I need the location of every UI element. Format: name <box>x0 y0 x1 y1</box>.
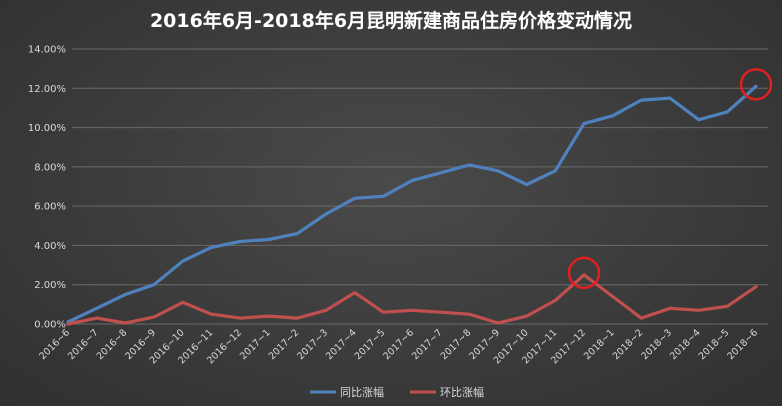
grid-lines <box>72 48 768 325</box>
x-tick-label: 2016~6 <box>37 327 72 362</box>
x-tick-label: 2018~4 <box>668 327 703 362</box>
highlight-circles <box>567 68 773 290</box>
y-tick-label: 6.00% <box>34 202 66 213</box>
x-tick-label: 2017~1 <box>238 327 273 362</box>
x-tick-label: 2017~4 <box>324 327 359 362</box>
legend-label-1: 环比涨幅 <box>440 386 484 399</box>
x-tick-label: 2016~8 <box>95 327 130 362</box>
series-lines <box>66 84 758 326</box>
legend: 同比涨幅 环比涨幅 <box>310 386 484 399</box>
x-tick-label: 2017~7 <box>410 327 445 362</box>
highlight-circle-0 <box>739 68 773 101</box>
x-tick-label: 2018~5 <box>697 327 732 362</box>
x-tick-label: 2017~8 <box>439 327 474 362</box>
y-tick-label: 8.00% <box>34 162 66 173</box>
series-line-0 <box>66 84 758 324</box>
y-tick-label: 2.00% <box>34 280 66 291</box>
y-tick-label: 4.00% <box>34 241 66 252</box>
chart-title: 2016年6月-2018年6月昆明新建商品住房价格变动情况 <box>150 9 632 32</box>
x-tick-label: 2018~2 <box>611 327 646 362</box>
y-tick-label: 0.00% <box>34 320 66 331</box>
y-tick-label: 12.00% <box>28 84 66 95</box>
x-axis-ticks: 2016~62016~72016~82016~92016~102016~1120… <box>37 327 760 366</box>
x-tick-label: 2018~6 <box>725 327 760 362</box>
highlight-circle-1 <box>567 256 601 290</box>
x-tick-label: 2017~2 <box>267 327 302 362</box>
y-axis-ticks: 0.00% 2.00% 4.00% 6.00% 8.00% 10.00% 12.00% 14.… <box>28 45 66 331</box>
x-tick-label: 2016~7 <box>66 327 101 362</box>
legend-label-0: 同比涨幅 <box>340 386 384 399</box>
y-tick-label: 14.00% <box>28 45 66 56</box>
x-tick-label: 2017~5 <box>353 327 388 362</box>
x-tick-label: 2017~3 <box>295 327 330 362</box>
x-tick-label: 2017~6 <box>381 327 416 362</box>
y-tick-label: 10.00% <box>28 123 66 134</box>
x-tick-label: 2018~1 <box>582 327 617 362</box>
series-line-1 <box>66 273 758 326</box>
x-tick-label: 2018~3 <box>639 327 674 362</box>
